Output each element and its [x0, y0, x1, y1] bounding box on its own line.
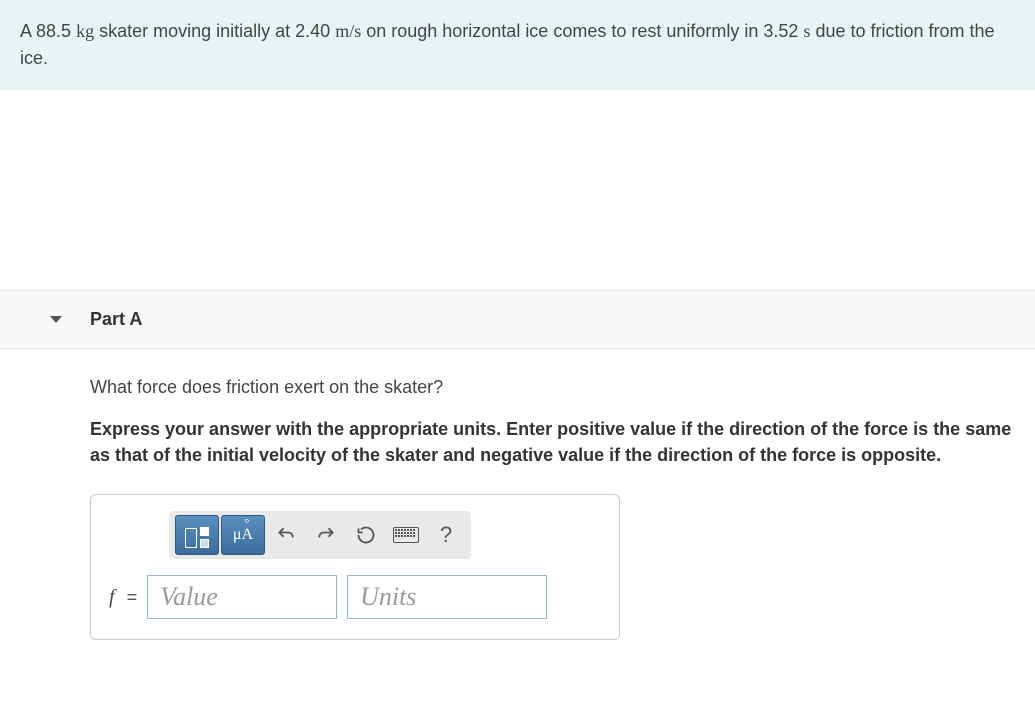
equals-sign: =: [127, 587, 138, 608]
undo-icon: [276, 525, 296, 545]
reset-button[interactable]: [347, 516, 385, 554]
unit-ms: m/s: [335, 21, 361, 41]
redo-button[interactable]: [307, 516, 345, 554]
value-input[interactable]: [147, 575, 337, 619]
answer-box: μA ? f =: [90, 494, 620, 640]
help-button[interactable]: ?: [427, 516, 465, 554]
templates-icon: [176, 516, 218, 554]
part-header[interactable]: Part A: [0, 290, 1035, 349]
question-text: What force does friction exert on the sk…: [90, 377, 1015, 398]
undo-button[interactable]: [267, 516, 305, 554]
formatting-toolbar: μA ?: [169, 511, 471, 559]
problem-text-2: skater moving initially at 2.40: [94, 21, 335, 41]
keyboard-icon: [393, 527, 419, 543]
part-label: Part A: [90, 309, 142, 330]
keyboard-button[interactable]: [387, 516, 425, 554]
part-body: What force does friction exert on the sk…: [0, 349, 1035, 660]
reset-icon: [356, 525, 376, 545]
spacer: [0, 90, 1035, 290]
problem-text-1: A 88.5: [20, 21, 76, 41]
unit-kg: kg: [76, 21, 94, 41]
instruction-text: Express your answer with the appropriate…: [90, 416, 1015, 468]
collapse-caret-icon[interactable]: [50, 316, 62, 323]
symbols-button[interactable]: μA: [221, 515, 265, 555]
answer-input-row: f =: [109, 575, 601, 619]
redo-icon: [316, 525, 336, 545]
help-icon: ?: [440, 522, 452, 548]
templates-button[interactable]: [175, 515, 219, 555]
units-input[interactable]: [347, 575, 547, 619]
symbols-icon: μA: [233, 526, 253, 544]
problem-text-3: on rough horizontal ice comes to rest un…: [361, 21, 803, 41]
variable-label: f: [109, 586, 115, 609]
problem-statement: A 88.5 kg skater moving initially at 2.4…: [0, 0, 1035, 90]
